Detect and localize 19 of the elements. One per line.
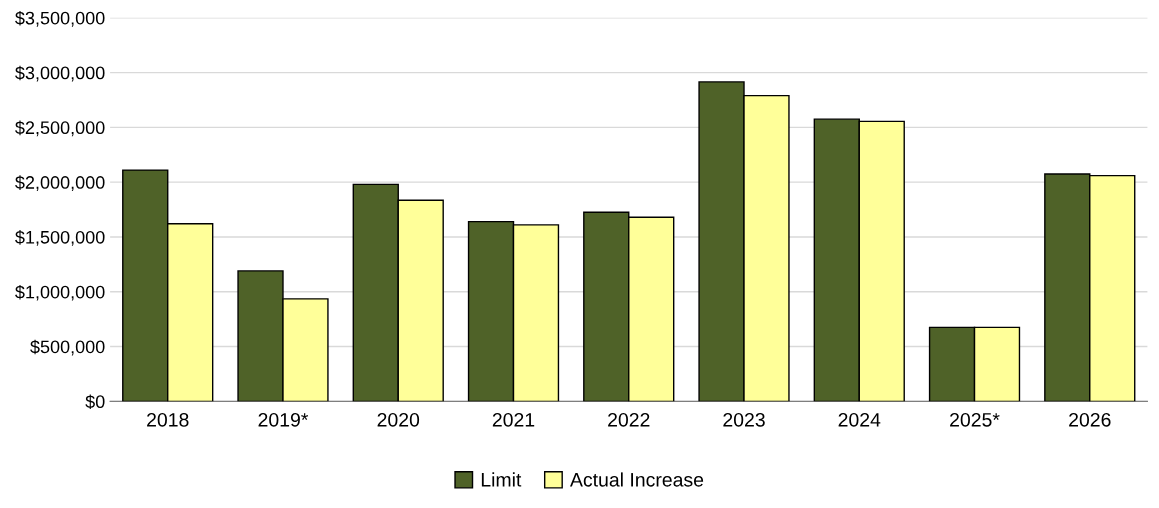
legend-label: Actual Increase: [570, 472, 704, 487]
x-tick-label: 2026: [1069, 412, 1111, 427]
y-tick-label: $500,000: [30, 339, 105, 356]
y-tick-label: $1,500,000: [15, 230, 105, 246]
x-tick-label: 2021: [492, 412, 535, 427]
x-tick-label: 2020: [377, 412, 420, 427]
x-tick-label: 2023: [723, 412, 765, 427]
x-tick-label: 2018: [147, 412, 189, 427]
x-tick-label: 2022: [608, 412, 650, 427]
x-tick-label: 2025*: [950, 412, 1000, 427]
legend-label: Limit: [481, 472, 522, 487]
y-tick-label: $3,000,000: [15, 65, 105, 82]
y-tick-label: $0: [85, 394, 105, 410]
y-tick-label: $3,500,000: [15, 10, 105, 27]
y-tick-label: $2,500,000: [15, 120, 105, 137]
x-tick-label: 2024: [838, 412, 881, 427]
x-tick-label: 2019*: [258, 412, 309, 427]
y-tick-label: $1,000,000: [15, 284, 105, 301]
y-tick-label: $2,000,000: [15, 175, 105, 192]
